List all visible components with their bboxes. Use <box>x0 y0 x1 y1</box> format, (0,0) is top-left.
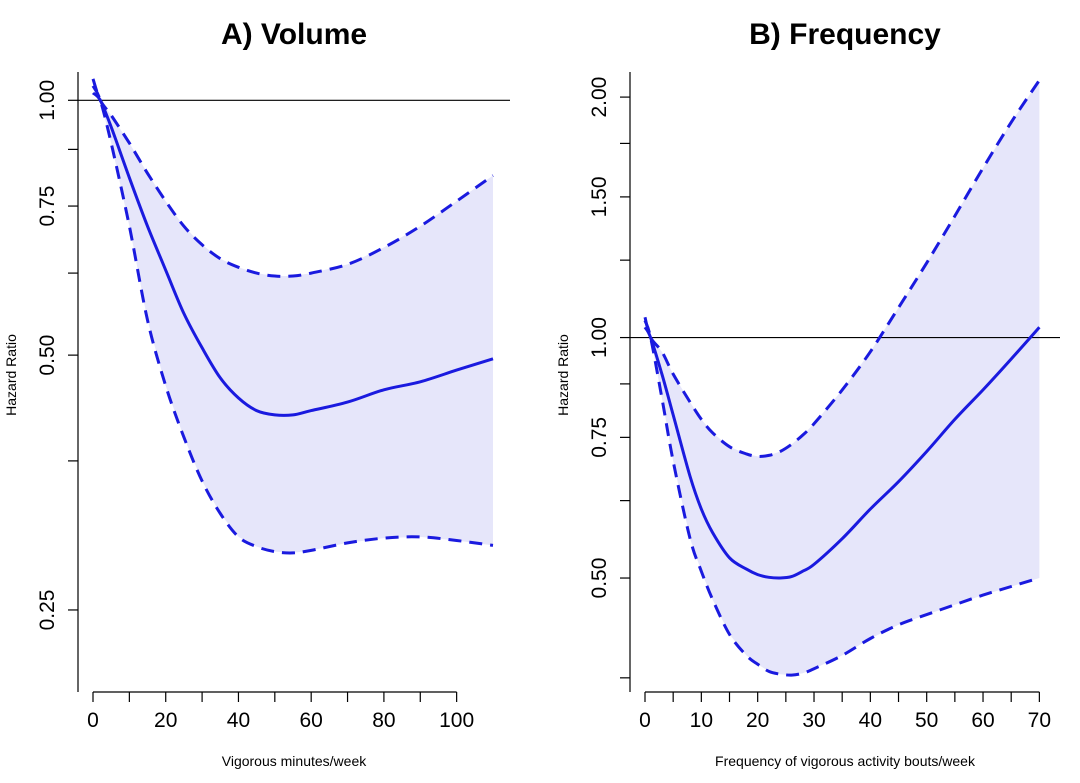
b-x-tick-label: 60 <box>971 709 994 732</box>
panel-a-axes: 0 20 40 60 80 100 0.25 0.50 0.75 1.00 <box>36 72 474 732</box>
b-x-tick-label: 40 <box>859 709 882 732</box>
a-x-tick-label: 100 <box>439 709 474 732</box>
b-y-tick-label: 0.75 <box>588 417 611 458</box>
b-x-tick-label: 0 <box>639 709 651 732</box>
panel-b-confidence-band <box>645 80 1040 676</box>
panel-b-series <box>643 79 1041 677</box>
a-lower-ci-line <box>91 85 494 555</box>
a-y-tick-label: 0.50 <box>36 335 59 376</box>
panel-b-x-axis-label: Frequency of vigorous activity bouts/wee… <box>715 753 976 769</box>
b-y-tick-label: 1.00 <box>588 317 611 358</box>
a-x-tick-label: 40 <box>227 709 250 732</box>
b-x-tick-label: 70 <box>1028 709 1051 732</box>
panel-a-y-axis-label: Hazard Ratio <box>3 334 19 416</box>
panel-b-y-axis-label: Hazard Ratio <box>555 334 571 416</box>
panel-a-title: A) Volume <box>221 18 367 51</box>
panel-a-confidence-band <box>93 78 493 553</box>
b-estimate-line <box>643 326 1041 580</box>
b-lower-ci-line <box>643 320 1040 677</box>
panel-a-series <box>91 78 494 555</box>
b-x-tick-label: 10 <box>690 709 713 732</box>
a-ci-band-area <box>93 78 493 553</box>
panel-b-title: B) Frequency <box>749 18 941 51</box>
a-x-tick-label: 60 <box>300 709 323 732</box>
a-x-tick-label: 20 <box>154 709 177 732</box>
a-upper-ci-line <box>91 78 494 278</box>
b-x-tick-label: 50 <box>915 709 938 732</box>
b-upper-ci-line <box>643 79 1041 458</box>
a-y-tick-label: 0.75 <box>36 186 59 227</box>
a-y-tick-label: 0.25 <box>36 590 59 631</box>
b-ci-band-area <box>645 80 1040 676</box>
b-y-tick-label: 1.50 <box>588 176 611 217</box>
a-x-tick-label: 0 <box>87 709 99 732</box>
b-x-tick-label: 30 <box>802 709 825 732</box>
panel-b-axes: 0 10 20 30 40 50 60 70 0.50 0.75 1.00 1.50 2.00 <box>588 72 1051 732</box>
b-x-tick-label: 20 <box>746 709 769 732</box>
panel-volume: A) Volume Vigorous minutes/week Hazard R… <box>3 18 510 769</box>
panel-frequency: B) Frequency Frequency of vigorous activ… <box>555 18 1060 769</box>
panel-a-x-axis-label: Vigorous minutes/week <box>222 753 367 769</box>
a-estimate-line <box>91 91 494 417</box>
b-y-tick-label: 2.00 <box>588 77 611 118</box>
b-y-tick-label: 0.50 <box>588 558 611 599</box>
a-y-tick-label: 1.00 <box>36 80 59 121</box>
a-x-tick-label: 80 <box>372 709 395 732</box>
